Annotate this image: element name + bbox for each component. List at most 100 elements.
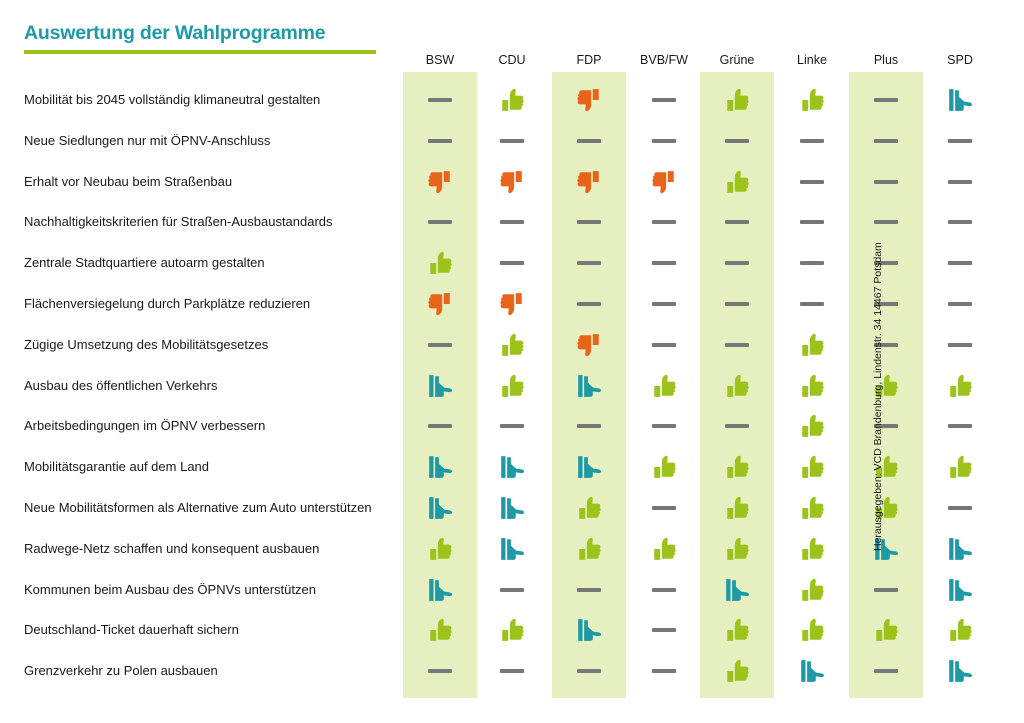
rating-cell [944, 410, 976, 442]
column-header-bvb-fw: BVB/FW [640, 53, 688, 67]
thumbs-sideways-icon [726, 578, 750, 601]
rating-cell [496, 492, 528, 524]
rating-cell [648, 370, 680, 402]
rating-cell [796, 410, 828, 442]
thumbs-sideways-icon [949, 578, 973, 601]
rating-cell [496, 329, 528, 361]
dash-icon [800, 220, 824, 225]
dash-icon [577, 302, 601, 306]
rating-cell [796, 614, 828, 646]
rating-cell [796, 451, 828, 483]
column-header-linke: Linke [797, 53, 827, 67]
thumbs-up-icon [502, 333, 524, 356]
rating-cell [496, 247, 528, 279]
thumbs-down-icon [652, 170, 674, 193]
thumbs-up-icon [727, 88, 749, 111]
dash-icon [577, 424, 601, 429]
thumbs-sideways-icon [875, 537, 899, 560]
dash-icon [428, 342, 452, 347]
rating-cell [573, 84, 605, 116]
title-underline [24, 50, 376, 54]
rating-cell [424, 410, 456, 442]
dash-icon [725, 261, 749, 266]
thumbs-up-icon [430, 619, 452, 642]
dash-icon [948, 261, 972, 266]
dash-icon [500, 220, 524, 225]
column-header-cdu: CDU [498, 53, 526, 67]
rating-cell [424, 125, 456, 157]
rating-cell [648, 206, 680, 238]
row-label: Zügige Umsetzung des Mobilitätsgesetzes [24, 336, 269, 352]
dash-icon [500, 587, 524, 592]
dash-icon [874, 138, 898, 143]
rating-cell [870, 370, 902, 402]
rating-cell [944, 451, 976, 483]
thumbs-down-icon [577, 170, 599, 193]
thumbs-sideways-icon [949, 660, 973, 683]
rating-cell [496, 288, 528, 320]
thumbs-up-icon [727, 619, 749, 642]
dash-icon [500, 261, 524, 266]
dash-icon [652, 506, 676, 510]
rating-cell [648, 574, 680, 606]
thumbs-down-icon [577, 89, 599, 112]
dash-icon [725, 342, 749, 347]
dash-icon [652, 261, 676, 266]
rating-cell [648, 247, 680, 279]
rating-cell [796, 655, 828, 687]
dash-icon [874, 261, 898, 266]
thumbs-up-icon [727, 496, 749, 519]
rating-cell [496, 451, 528, 483]
dash-icon [652, 220, 676, 225]
thumbs-up-icon [802, 496, 824, 519]
thumbs-up-icon [579, 537, 601, 560]
publisher-credit: Herausgegeben: VCD Brandenburg, Lindenst… [872, 242, 884, 551]
rating-cell [573, 451, 605, 483]
rating-cell [870, 329, 902, 361]
rating-cell [721, 533, 753, 565]
thumbs-up-icon [802, 619, 824, 642]
rating-cell [648, 655, 680, 687]
thumbs-sideways-icon [501, 456, 525, 479]
rating-cell [573, 329, 605, 361]
dash-icon [500, 138, 524, 143]
rating-cell [721, 329, 753, 361]
column-header-spd: SPD [947, 53, 973, 67]
rating-cell [796, 533, 828, 565]
rating-cell [870, 206, 902, 238]
rating-cell [870, 655, 902, 687]
thumbs-up-icon [654, 374, 676, 397]
dash-icon [428, 669, 452, 674]
rating-cell [496, 533, 528, 565]
rating-cell [424, 655, 456, 687]
rating-cell [648, 125, 680, 157]
rating-cell [648, 288, 680, 320]
rating-cell [648, 614, 680, 646]
rating-cell [573, 614, 605, 646]
dash-icon [725, 424, 749, 429]
rating-cell [944, 574, 976, 606]
dash-icon [948, 424, 972, 429]
row-label: Ausbau des öffentlichen Verkehrs [24, 377, 218, 393]
rating-cell [496, 84, 528, 116]
dash-icon [652, 628, 676, 633]
thumbs-up-icon [876, 455, 898, 479]
rating-cell [944, 655, 976, 687]
rating-cell [573, 370, 605, 402]
rating-cell [721, 655, 753, 687]
rating-cell [573, 655, 605, 687]
thumbs-up-icon [654, 537, 676, 560]
rating-cell [944, 614, 976, 646]
dash-icon [874, 424, 898, 429]
thumbs-up-icon [802, 455, 824, 479]
chart-title: Auswertung der Wahlprogramme [24, 22, 326, 44]
rating-cell [870, 614, 902, 646]
rating-cell [424, 206, 456, 238]
rating-cell [648, 329, 680, 361]
dash-icon [948, 302, 972, 306]
rating-cell [721, 574, 753, 606]
rating-cell [424, 288, 456, 320]
thumbs-sideways-icon [429, 497, 453, 519]
dash-icon [500, 669, 524, 674]
thumbs-sideways-icon [578, 374, 602, 397]
